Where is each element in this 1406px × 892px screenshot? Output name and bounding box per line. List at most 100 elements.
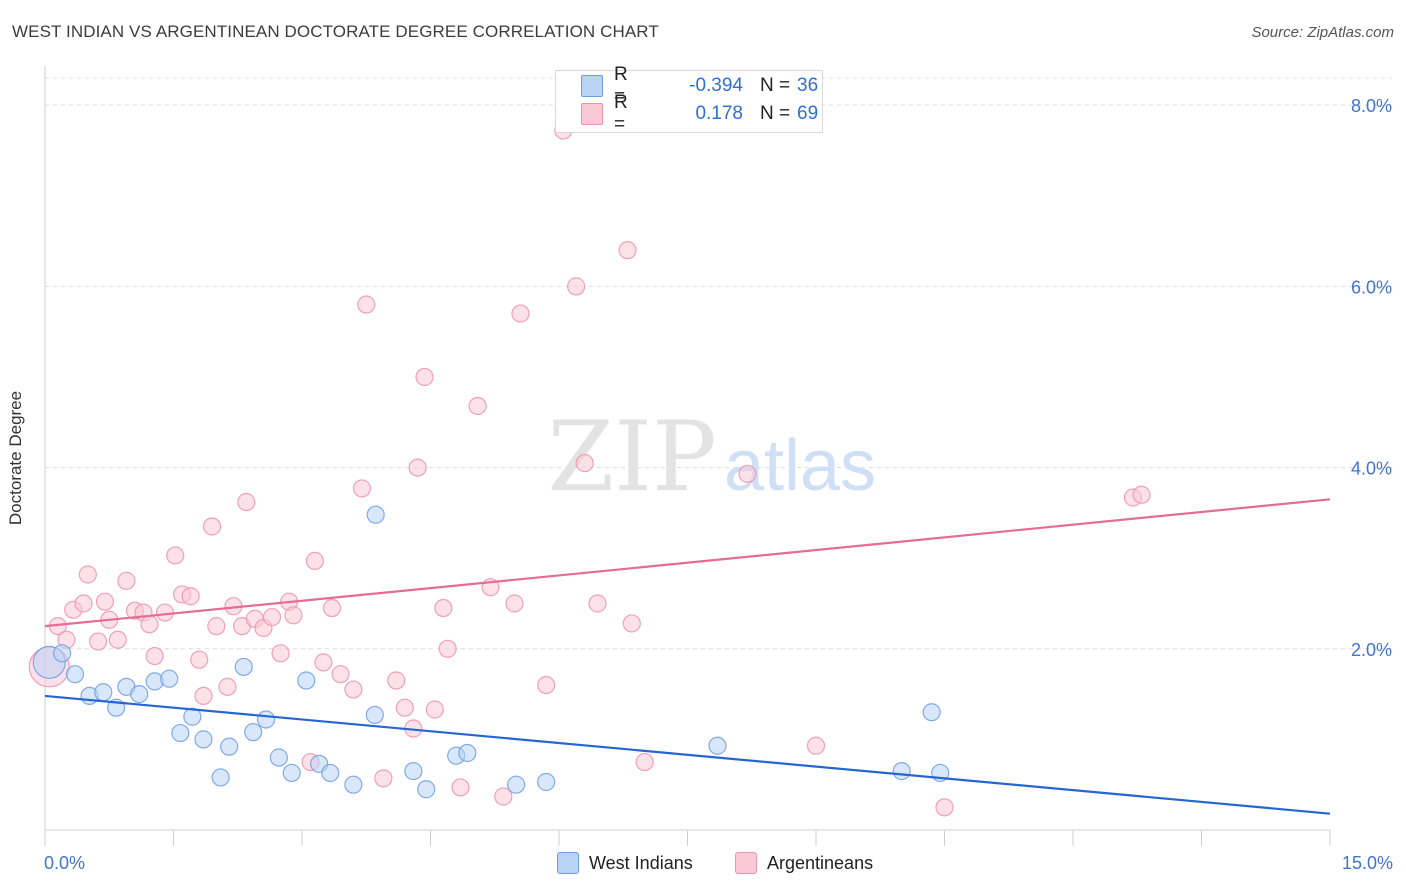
argentineans-point: [284, 606, 303, 625]
argentineans-point: [194, 686, 213, 706]
argentineans-point: [935, 798, 954, 817]
argentineans-point: [537, 675, 556, 695]
argentineans-point: [738, 464, 757, 484]
west-indians-point: [269, 748, 288, 767]
argentineans-point: [468, 396, 487, 416]
west-indians-point: [53, 644, 72, 663]
argentineans-point: [74, 594, 93, 613]
argentineans-point: [344, 680, 363, 699]
west-indians-point: [366, 505, 385, 524]
argentineans-point: [166, 546, 185, 565]
argentineans-point: [155, 603, 175, 622]
argentineans-point: [305, 551, 324, 571]
argentineans-point: [511, 304, 530, 323]
legend-r-value: -0.394: [689, 75, 743, 96]
argentineans-point: [494, 787, 513, 806]
grid-lines: [45, 77, 1392, 650]
west-indians-point: [417, 780, 436, 799]
chart-source: Source: ZipAtlas.com: [1251, 24, 1394, 41]
y-tick-label: 2.0%: [1351, 640, 1392, 660]
argentineans-point: [618, 241, 637, 260]
west-indians-point: [458, 743, 477, 763]
argentineans-point: [218, 677, 237, 696]
argentineans-point: [207, 617, 226, 636]
argentineans-point: [374, 769, 393, 788]
series-label-west-indians: West Indians: [589, 852, 693, 873]
argentineans-point: [89, 632, 108, 651]
argentineans-point: [567, 277, 586, 296]
argentineans-point: [331, 665, 350, 684]
west-indians-point: [220, 737, 239, 756]
series-label-argentineans: Argentineans: [767, 852, 874, 873]
west-indians-point: [65, 665, 85, 684]
argentineans-point: [352, 479, 372, 498]
y-tick-label: 8.0%: [1351, 96, 1392, 116]
legend-r-value: 0.178: [695, 103, 743, 124]
west-indians-point: [282, 763, 301, 783]
west-indians-point: [244, 723, 263, 742]
argentineans-point: [357, 295, 376, 314]
correlation-legend: R = -0.394 N = 36 R = 0.178 N = 69: [555, 64, 823, 135]
chart-title: WEST INDIAN VS ARGENTINEAN DOCTORATE DEG…: [12, 22, 659, 41]
legend-swatch-west-indians: [581, 75, 603, 97]
west-indians-point: [537, 772, 556, 792]
y-tick-label: 4.0%: [1351, 459, 1392, 479]
argentineans-point: [145, 646, 164, 666]
argentineans-point: [117, 571, 136, 590]
west-indians-point: [922, 703, 941, 722]
legend-swatch-argentineans: [581, 103, 603, 125]
west-indians-point: [708, 736, 727, 755]
series-legend: West Indians Argentineans: [0, 852, 1406, 876]
argentineans-point: [425, 700, 444, 719]
legend-n-label: N =: [760, 75, 791, 96]
y-tick-label: 6.0%: [1351, 277, 1392, 297]
argentineans-point: [635, 752, 654, 772]
argentineans-point: [95, 592, 115, 611]
argentineans-point: [237, 492, 256, 512]
west-indians-point: [404, 762, 423, 781]
argentineans-point: [588, 594, 607, 613]
axes: [44, 66, 1331, 846]
west-indians-point: [194, 730, 213, 749]
argentineans-point: [395, 698, 414, 717]
west-indians-point: [183, 707, 202, 726]
argentineans-point: [806, 736, 826, 755]
west-indians-point: [256, 710, 276, 729]
y-axis-label: Doctorate Degree: [6, 390, 25, 526]
argentineans-point: [575, 453, 594, 473]
west-indians-point: [297, 671, 316, 690]
west-indians-point: [344, 775, 363, 794]
argentineans-point: [505, 594, 524, 613]
argentineans-point: [434, 598, 453, 618]
argentineans-point: [262, 607, 282, 627]
series-swatch-argentineans: [735, 852, 757, 874]
watermark: ZIP atlas: [547, 401, 876, 513]
watermark-zip: ZIP: [547, 401, 716, 513]
west-indians-point: [365, 705, 384, 725]
west-indians-point: [892, 762, 911, 781]
west-indians-point: [211, 768, 230, 787]
west-indians-point: [507, 775, 526, 794]
series-legend-west-indians[interactable]: West Indians: [557, 852, 693, 874]
argentineans-point: [140, 615, 159, 634]
argentineans-point: [451, 778, 470, 797]
argentineans-point: [387, 671, 406, 690]
x-tick-label: 15.0%: [1342, 853, 1393, 873]
argentineans-point: [622, 614, 641, 633]
west-indians-point: [160, 669, 179, 688]
west-indians-point: [130, 684, 149, 704]
x-tick-label: 0.0%: [44, 853, 85, 873]
argentineans-point: [202, 517, 222, 536]
argentineans-point: [322, 598, 342, 618]
series-legend-argentineans[interactable]: Argentineans: [735, 852, 873, 874]
tick-labels: 2.0% 4.0% 6.0% 8.0% 0.0% 15.0%: [44, 96, 1393, 873]
argentineans-point: [1132, 485, 1151, 504]
argentineans-point: [271, 644, 290, 663]
west-indians-point: [321, 763, 340, 783]
argentineans-point: [415, 367, 434, 387]
data-points: [28, 121, 1151, 817]
legend-n-value: 69: [797, 103, 819, 124]
argentineans-trend-line: [44, 498, 1331, 628]
west-indians-trend-line: [44, 694, 1331, 815]
